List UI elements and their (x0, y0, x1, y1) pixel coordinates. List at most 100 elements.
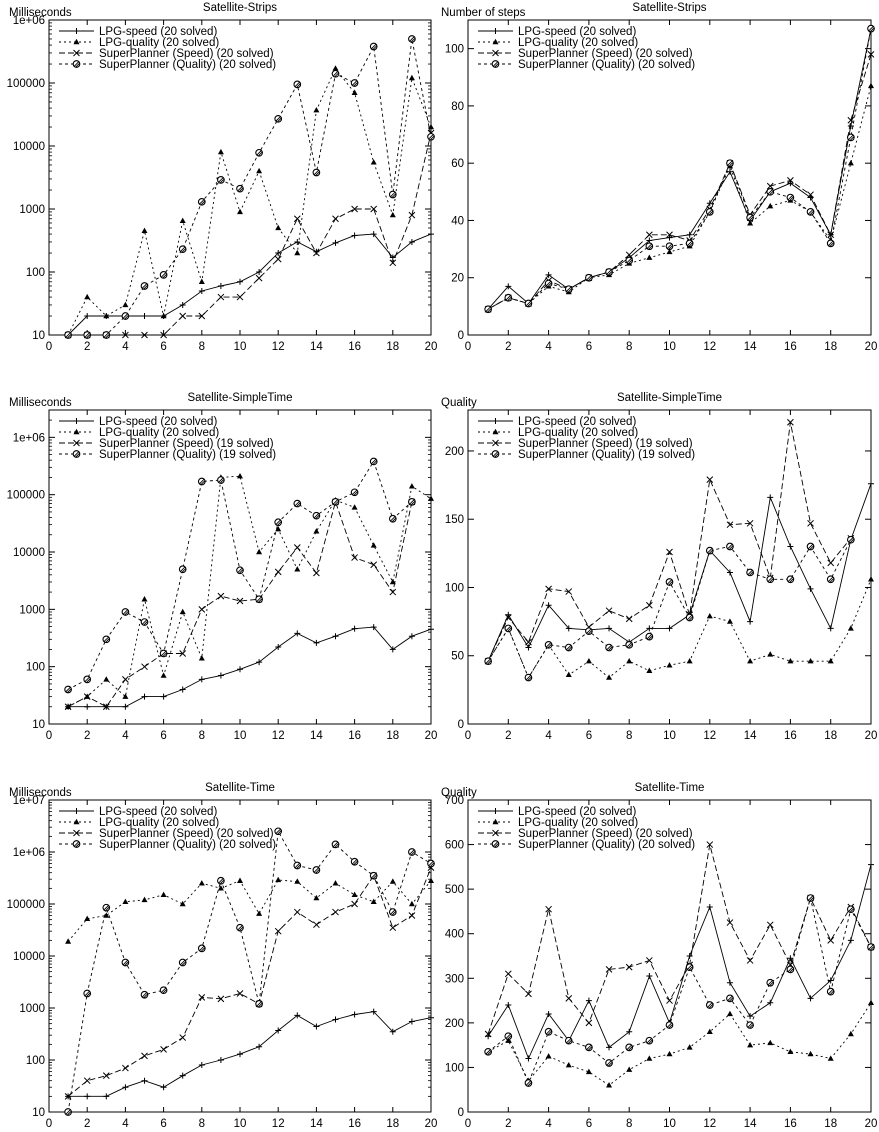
data-point-sp_quality (140, 618, 149, 626)
data-point-sp_speed (746, 957, 754, 964)
x-tick-label: 18 (386, 341, 399, 353)
data-point-lpg_speed (706, 903, 713, 910)
y-tick-label: 100 (445, 44, 464, 56)
data-point-sp_speed (645, 601, 653, 609)
data-point-sp_speed (746, 519, 754, 527)
y-tick-label: 100000 (7, 78, 45, 90)
chart-time-time: Satellite-Time Milliseconds 0 2 4 6 8 10 12 14 16 1… (7, 782, 438, 1130)
data-point-sp_quality (504, 1032, 513, 1041)
series-lpg_speed (485, 480, 874, 665)
x-tick-label: 6 (586, 341, 592, 353)
data-point-lpg_speed (256, 1043, 263, 1050)
data-point-lpg_quality (294, 878, 301, 884)
data-point-sp_speed (236, 293, 244, 301)
data-point-lpg_quality (408, 74, 415, 81)
legend-series-name: LPG-quality (518, 37, 578, 49)
data-point-sp_quality (140, 282, 149, 290)
data-point-lpg_quality (747, 658, 754, 664)
x-tick-label: 20 (425, 1118, 438, 1130)
data-point-sp_quality (685, 963, 694, 971)
series-lpg_speed (485, 861, 874, 1062)
series-sp_speed (64, 498, 416, 711)
legend-series-name: SuperPlanner (Speed) (518, 48, 633, 60)
data-point-sp_quality (197, 477, 206, 486)
y-tick-label: 1000 (19, 204, 45, 216)
data-point-sp_speed (236, 990, 244, 997)
y-tick-label: 1e+07 (13, 795, 45, 807)
data-point-lpg_quality (686, 1044, 693, 1050)
data-point-sp_quality (388, 190, 397, 199)
data-point-lpg_speed (275, 644, 282, 651)
data-point-lpg_speed (545, 1010, 552, 1017)
legend-label-sp_quality: SuperPlanner (Quality) (20 solved) (99, 839, 276, 851)
data-point-sp_speed (625, 615, 633, 623)
data-point-sp_quality (197, 197, 206, 206)
data-point-sp_speed (179, 312, 187, 320)
data-point-lpg_quality (198, 880, 205, 886)
legend-label-lpg_quality: LPG-quality (20 solved) (518, 37, 638, 49)
data-point-sp_quality (255, 1000, 263, 1008)
legend-marker-lpg_speed (73, 418, 80, 424)
data-point-lpg_speed (726, 569, 733, 576)
data-point-sp_quality (625, 640, 634, 649)
series-sp_speed (484, 51, 875, 313)
x-tick-label: 2 (505, 341, 511, 353)
legend-series-name: LPG-speed (518, 806, 576, 818)
data-point-lpg_speed (160, 1084, 167, 1091)
data-point-sp_speed (504, 614, 512, 621)
data-point-lpg_speed (179, 686, 186, 693)
data-point-sp_quality (504, 624, 513, 633)
y-tick-label: 0 (458, 719, 464, 731)
data-point-lpg_speed (351, 232, 358, 239)
data-point-sp_quality (83, 675, 92, 684)
x-tick-label: 20 (865, 1118, 878, 1130)
data-point-sp_speed (545, 905, 552, 913)
data-point-sp_quality (846, 905, 855, 914)
data-point-sp_quality (846, 133, 855, 142)
data-point-sp_speed (807, 191, 814, 199)
legend-solved-count: (20 solved) (578, 37, 638, 49)
data-point-lpg_quality (351, 504, 358, 510)
legend-marker-lpg_quality (73, 428, 80, 435)
data-point-lpg_quality (767, 202, 774, 209)
data-point-lpg_quality (726, 1010, 733, 1017)
legend-series-name: LPG-speed (99, 416, 157, 428)
data-point-sp_quality (625, 1043, 634, 1052)
data-point-sp_quality (350, 79, 359, 87)
x-tick-label: 16 (784, 341, 797, 353)
legend-marker-sp_quality (72, 840, 81, 848)
data-point-sp_quality (746, 213, 754, 222)
data-point-lpg_speed (646, 973, 653, 980)
data-point-lpg_quality (103, 676, 110, 682)
data-point-sp_quality (544, 1027, 553, 1036)
data-point-sp_quality (766, 978, 775, 987)
data-point-sp_speed (198, 312, 206, 320)
data-point-sp_speed (122, 676, 129, 683)
chart-simpletime-time: Satellite-SimpleTime Milliseconds 0 2 4 6 8 10 1… (7, 392, 438, 742)
data-point-lpg_speed (351, 1011, 358, 1018)
data-point-lpg_speed (256, 269, 263, 275)
series-line-lpg_speed (487, 483, 872, 662)
data-point-lpg_quality (313, 107, 320, 113)
data-point-lpg_speed (545, 602, 552, 609)
data-point-sp_speed (605, 607, 613, 615)
legend: LPG-speed (20 solved)LPG-quality (20 sol… (59, 26, 276, 71)
data-point-lpg_quality (747, 1041, 754, 1048)
legend-marker-sp_speed (73, 439, 80, 447)
data-point-lpg_speed (408, 633, 415, 640)
data-point-lpg_quality (545, 1053, 552, 1059)
x-tick-label: 18 (386, 730, 399, 742)
legend-solved-count: (20 solved) (576, 26, 636, 38)
data-point-sp_quality (484, 1047, 493, 1056)
data-point-lpg_speed (332, 1016, 339, 1023)
data-point-lpg_quality (389, 878, 396, 884)
x-tick-label: 20 (425, 730, 438, 742)
data-point-lpg_quality (179, 900, 186, 907)
legend-series-name: LPG-speed (99, 26, 157, 38)
legend-marker-lpg_quality (492, 38, 499, 45)
legend-label-lpg_speed: LPG-speed (20 solved) (518, 416, 636, 428)
data-point-lpg_speed (428, 231, 434, 238)
legend-solved-count: (20 solved) (576, 416, 636, 428)
data-point-lpg_quality (351, 89, 358, 95)
data-point-sp_speed (504, 970, 512, 978)
